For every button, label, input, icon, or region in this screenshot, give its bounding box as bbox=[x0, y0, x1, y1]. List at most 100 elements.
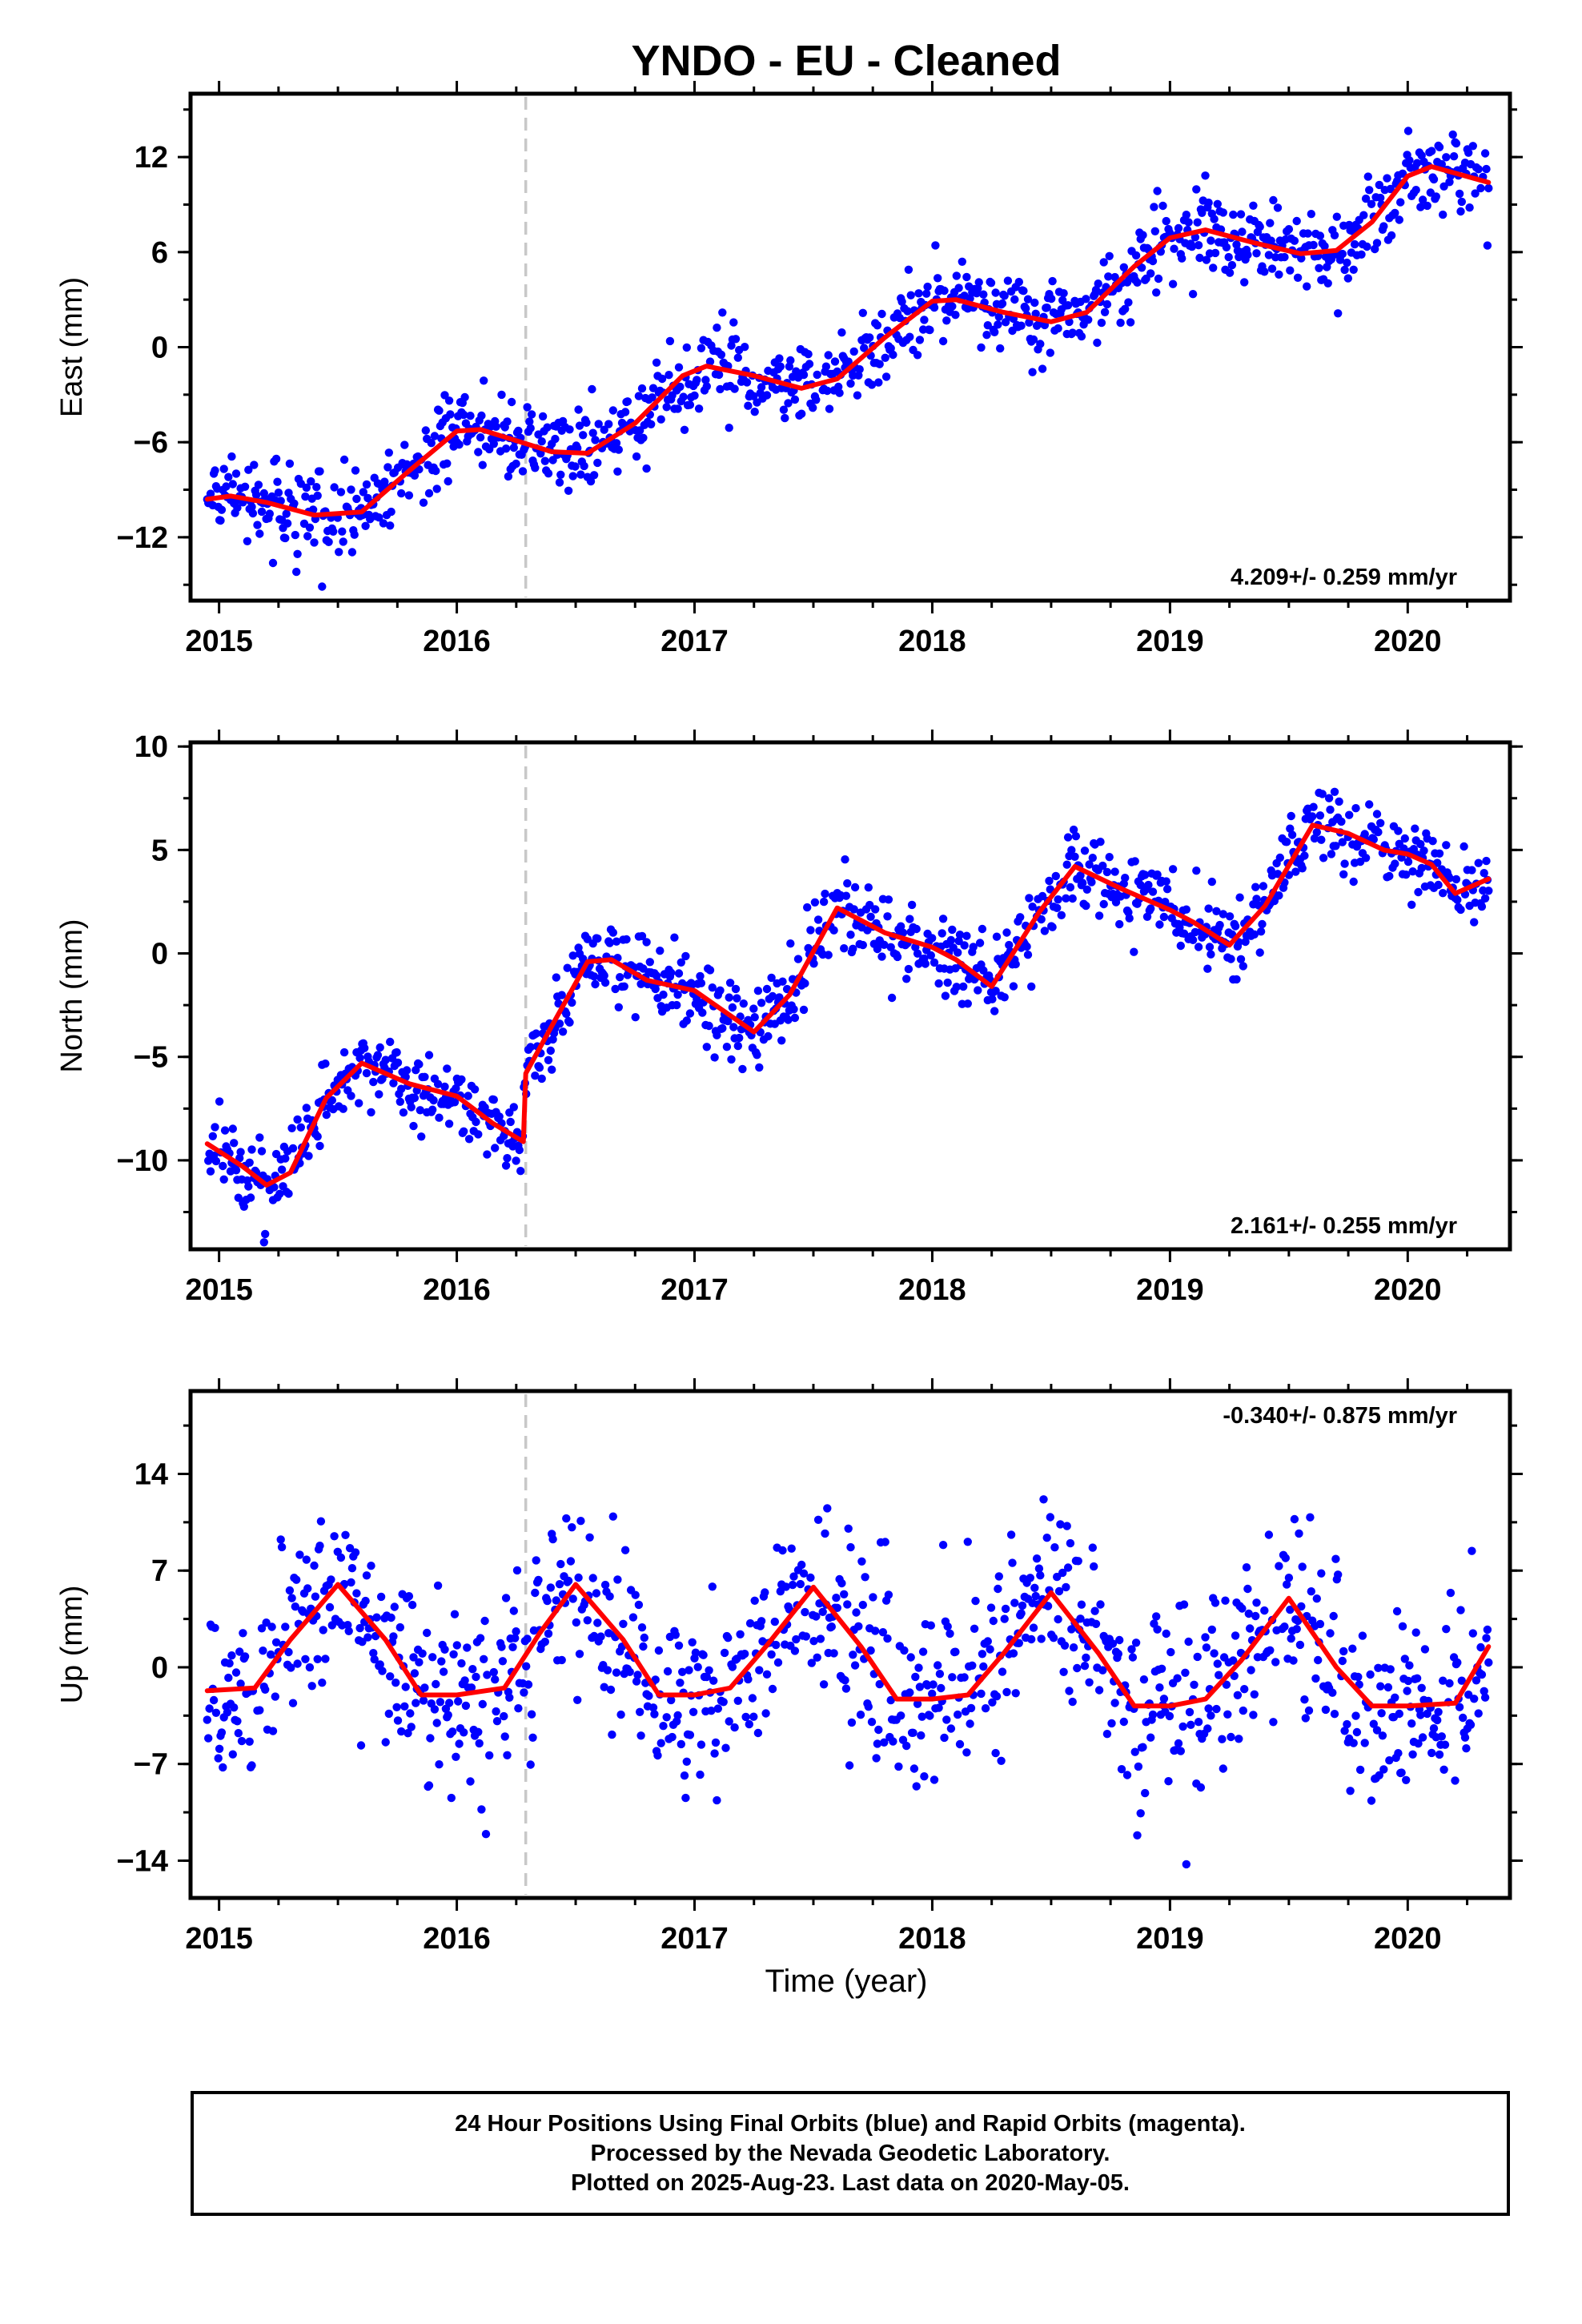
data-point bbox=[1102, 867, 1112, 877]
data-point bbox=[1376, 1682, 1385, 1691]
data-point bbox=[287, 1663, 295, 1672]
data-point bbox=[833, 1603, 842, 1613]
data-point bbox=[527, 1710, 536, 1719]
data-point bbox=[1122, 1771, 1132, 1779]
data-point bbox=[1207, 950, 1215, 959]
data-point bbox=[873, 321, 882, 330]
data-point bbox=[318, 582, 327, 591]
data-point bbox=[564, 486, 573, 495]
data-point bbox=[784, 399, 793, 408]
data-point bbox=[1260, 1606, 1269, 1615]
data-point bbox=[466, 412, 475, 420]
data-point bbox=[768, 1684, 777, 1694]
data-point bbox=[1029, 335, 1038, 344]
data-point bbox=[375, 1043, 384, 1052]
data-point bbox=[810, 898, 820, 907]
caption-line-3: Plotted on 2025-Aug-23. Last data on 202… bbox=[571, 2169, 1130, 2196]
data-point bbox=[410, 1669, 420, 1678]
data-point bbox=[464, 1135, 474, 1144]
data-point bbox=[435, 1113, 444, 1122]
data-point bbox=[310, 1561, 319, 1570]
data-point bbox=[497, 390, 506, 400]
data-point bbox=[339, 1104, 347, 1113]
data-point bbox=[1038, 891, 1047, 901]
data-point bbox=[1269, 195, 1278, 205]
data-point bbox=[555, 1580, 564, 1589]
data-point bbox=[1240, 1685, 1249, 1694]
data-point bbox=[1346, 1787, 1355, 1795]
data-point bbox=[977, 1689, 986, 1699]
data-point bbox=[966, 1719, 974, 1728]
data-point bbox=[397, 489, 406, 498]
data-point bbox=[516, 1167, 525, 1176]
data-point bbox=[1219, 208, 1228, 217]
data-point bbox=[909, 1728, 917, 1737]
data-point bbox=[998, 299, 1007, 308]
data-point bbox=[1017, 321, 1026, 330]
data-point bbox=[656, 415, 665, 424]
data-point bbox=[544, 1629, 553, 1638]
data-point bbox=[1330, 231, 1339, 239]
data-point bbox=[589, 972, 599, 981]
data-point bbox=[432, 1679, 440, 1689]
data-point bbox=[568, 472, 577, 480]
data-point bbox=[729, 1023, 738, 1031]
data-point bbox=[1468, 142, 1478, 151]
y-tick-label: 10 bbox=[135, 730, 168, 764]
data-point bbox=[1131, 251, 1141, 260]
data-point bbox=[1400, 1655, 1410, 1663]
data-point bbox=[1084, 316, 1093, 324]
data-point bbox=[217, 505, 227, 514]
data-point bbox=[992, 932, 1002, 941]
data-point bbox=[404, 491, 414, 500]
data-point bbox=[1069, 1643, 1078, 1652]
data-point bbox=[1194, 241, 1203, 250]
data-point bbox=[355, 1099, 363, 1108]
data-point bbox=[867, 1718, 877, 1727]
data-point bbox=[900, 1646, 909, 1655]
data-point bbox=[219, 1763, 227, 1772]
data-point bbox=[889, 1737, 897, 1746]
data-point bbox=[443, 1064, 452, 1073]
data-point bbox=[347, 1092, 355, 1100]
chart-title: YNDO - EU - Cleaned bbox=[631, 37, 1061, 85]
data-point bbox=[1483, 1625, 1492, 1634]
data-point bbox=[358, 1638, 367, 1647]
data-point bbox=[679, 392, 688, 401]
data-point bbox=[623, 397, 632, 406]
data-point bbox=[871, 1626, 880, 1635]
data-point bbox=[296, 1123, 305, 1132]
data-point bbox=[613, 467, 622, 476]
data-point bbox=[1345, 810, 1354, 819]
data-point bbox=[739, 999, 748, 1008]
data-point bbox=[1150, 203, 1158, 211]
rate-annotation-up: -0.340+/- 0.875 mm/yr bbox=[1223, 1403, 1457, 1429]
model-line-north bbox=[204, 822, 1492, 1188]
data-point bbox=[455, 440, 464, 449]
data-point bbox=[215, 1744, 224, 1753]
data-point bbox=[955, 931, 965, 939]
data-point bbox=[457, 1659, 466, 1668]
data-point bbox=[312, 483, 321, 492]
data-point bbox=[478, 460, 487, 469]
data-point bbox=[420, 1072, 429, 1082]
data-point bbox=[1225, 268, 1235, 277]
data-point bbox=[728, 1003, 737, 1012]
data-point bbox=[1286, 824, 1295, 833]
data-point bbox=[291, 1602, 299, 1611]
data-point bbox=[361, 1596, 370, 1606]
data-point bbox=[330, 1532, 339, 1541]
data-point bbox=[867, 380, 877, 389]
data-point bbox=[452, 1752, 460, 1761]
data-point bbox=[1260, 267, 1269, 276]
data-point bbox=[955, 1739, 965, 1749]
data-point bbox=[1363, 172, 1373, 181]
data-point bbox=[522, 1662, 531, 1671]
data-point bbox=[1230, 1671, 1239, 1680]
data-point bbox=[1403, 1687, 1411, 1695]
data-point bbox=[721, 1743, 730, 1752]
data-point bbox=[315, 467, 324, 476]
data-point bbox=[531, 464, 540, 472]
data-point bbox=[439, 1667, 448, 1676]
x-tick-label: 2019 bbox=[1136, 1273, 1204, 1307]
